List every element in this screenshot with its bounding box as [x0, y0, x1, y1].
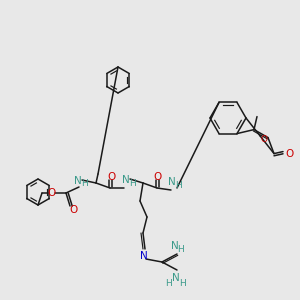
Text: H: H [165, 280, 171, 289]
Text: O: O [260, 135, 268, 144]
Text: N: N [171, 241, 179, 251]
Text: N: N [74, 176, 82, 186]
Text: H: H [178, 244, 184, 253]
Text: O: O [154, 172, 162, 182]
Text: O: O [107, 172, 115, 182]
Text: N: N [140, 251, 148, 261]
Text: O: O [285, 148, 293, 159]
Text: H: H [129, 178, 135, 188]
Text: N: N [122, 175, 130, 185]
Text: N: N [168, 177, 176, 187]
Text: H: H [81, 179, 87, 188]
Text: O: O [69, 205, 77, 215]
Text: H: H [176, 181, 182, 190]
Text: O: O [47, 188, 55, 198]
Text: H: H [180, 280, 186, 289]
Text: N: N [172, 273, 180, 283]
